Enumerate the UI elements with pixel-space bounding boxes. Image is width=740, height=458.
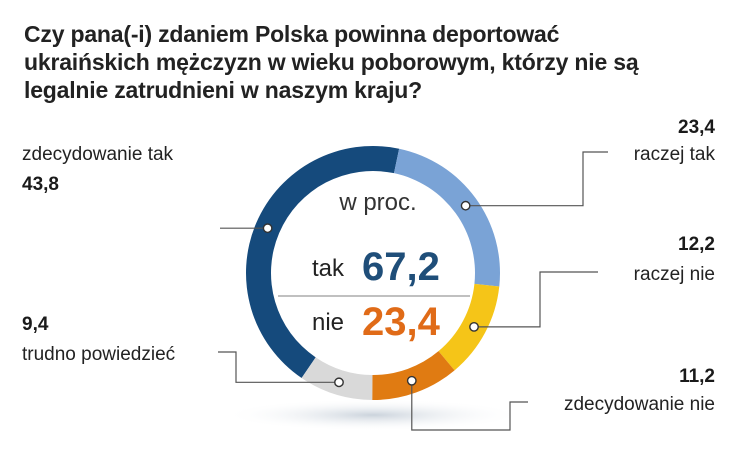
leader-raczej-tak [465,151,608,207]
slice-zdecydowanie-tak [246,146,400,379]
leader-lines [218,151,608,431]
slice-raczej-tak [393,148,501,287]
center-panel: w proc. tak 67,2 nie 23,4 [278,189,470,344]
value-trudno-powiedzieć: 9,4 [22,314,49,335]
center-no-value: 23,4 [362,300,441,344]
center-yes-value: 67,2 [362,245,440,289]
label-zdecydowanie-tak: zdecydowanie tak [22,144,174,165]
dot-zdecydowanie-tak [262,223,273,234]
label-zdecydowanie-nie: zdecydowanie nie [564,394,715,415]
label-raczej-tak: raczej tak [634,144,716,165]
value-raczej-tak: 23,4 [678,117,715,138]
value-zdecydowanie-tak: 43,8 [22,174,59,195]
center-yes-label: tak [312,255,345,282]
dot-zdecydowanie-nie [406,375,417,386]
leader-zdecydowanie-nie [411,380,528,431]
chart-title: Czy pana(-i) zdaniem Polska powinna depo… [24,20,714,104]
label-raczej-nie: raczej nie [634,264,715,285]
title-line-2: ukraińskich mężczyzn w wieku poborowym, … [24,49,639,75]
dot-raczej-nie [469,321,479,332]
label-trudno-powiedzieć: trudno powiedzieć [22,344,175,365]
slice-labels: zdecydowanie tak 43,8 raczej tak 23,4 raczej… [22,117,715,415]
slice-raczej-nie [438,283,500,371]
slice-zdecydowanie-nie [372,351,455,400]
dot-trudno-powiedzieć [334,377,344,388]
dot-raczej-tak [460,200,471,211]
title-line-3: legalnie zatrudnieni w naszym kraju? [24,77,422,103]
center-unit: w proc. [338,189,416,216]
title-line-1: Czy pana(-i) zdaniem Polska powinna depo… [24,21,560,47]
value-raczej-nie: 12,2 [678,234,715,255]
value-zdecydowanie-nie: 11,2 [679,366,715,387]
center-no-label: nie [312,309,344,336]
leader-trudno-powiedzieć [218,351,339,383]
leader-raczej-nie [474,271,598,328]
chart-shadow [223,399,523,431]
